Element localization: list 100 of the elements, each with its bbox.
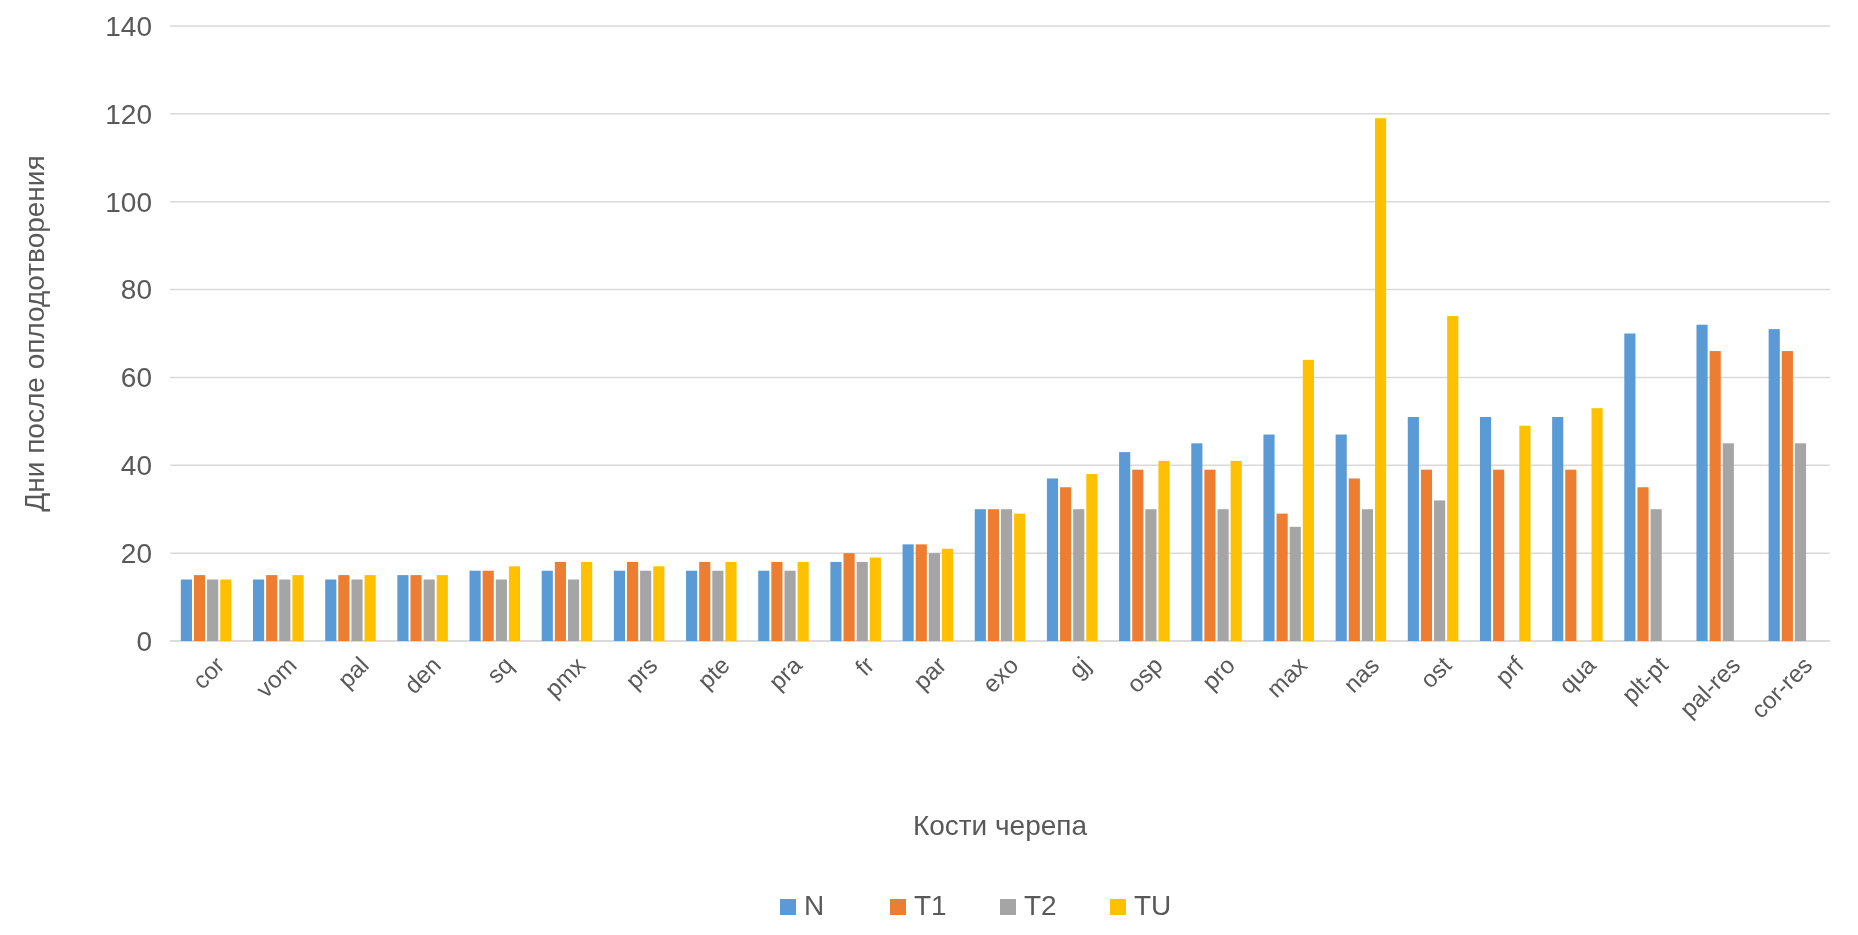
bar	[397, 575, 409, 641]
bar	[1348, 478, 1360, 641]
bar	[1493, 469, 1505, 641]
bar	[469, 570, 481, 641]
y-tick-label: 100	[105, 186, 152, 218]
bar	[1565, 469, 1577, 641]
bar	[1217, 509, 1229, 641]
bar	[1420, 469, 1433, 641]
bar	[193, 575, 206, 641]
bar	[1552, 416, 1564, 641]
bar	[712, 570, 724, 641]
bar	[699, 561, 711, 641]
legend-label: N	[804, 890, 825, 921]
bar	[266, 575, 278, 641]
x-tick-label: gj	[1063, 651, 1096, 684]
bar	[1060, 487, 1072, 641]
bar	[856, 561, 868, 641]
bar	[987, 509, 1000, 641]
bar	[725, 561, 737, 641]
bar	[1204, 469, 1216, 641]
x-tick-label: osp	[1121, 651, 1168, 698]
y-tick-label: 60	[120, 362, 152, 394]
bar	[567, 579, 580, 641]
bar	[1289, 526, 1301, 641]
y-tick-label: 40	[120, 450, 152, 482]
bar	[686, 570, 698, 641]
bar	[1781, 351, 1793, 641]
bar	[1191, 443, 1203, 641]
bar	[1519, 425, 1531, 641]
bar	[1624, 333, 1636, 641]
x-tick-label: sq	[481, 651, 519, 689]
bar	[1361, 509, 1373, 641]
bar	[338, 575, 350, 641]
bar	[1132, 469, 1144, 641]
bar	[1374, 118, 1387, 641]
x-tick-label: par	[907, 651, 952, 695]
bar	[1119, 452, 1131, 641]
bar	[410, 575, 422, 641]
bar	[1046, 478, 1059, 641]
bar	[541, 570, 553, 641]
x-tick-label: cor	[186, 651, 230, 694]
bar	[207, 579, 219, 641]
bar	[771, 561, 783, 641]
bar	[1479, 416, 1492, 641]
bar	[928, 553, 940, 641]
y-tick-label: 120	[105, 98, 152, 130]
bar	[1276, 513, 1288, 641]
bar	[843, 553, 855, 641]
bar	[364, 575, 376, 641]
x-tick-label: exo	[976, 651, 1024, 698]
bar	[1335, 434, 1347, 641]
bar	[902, 544, 914, 641]
bar	[1407, 416, 1419, 641]
bar	[869, 557, 881, 641]
bar	[325, 579, 337, 641]
bar	[554, 561, 566, 641]
bar	[640, 570, 652, 641]
y-tick-label: 140	[105, 10, 152, 42]
y-tick-label: 0	[136, 625, 152, 657]
legend-label: T1	[914, 890, 947, 921]
bar	[1722, 443, 1734, 641]
bar	[1709, 351, 1721, 641]
bar	[784, 570, 796, 641]
bar	[1447, 315, 1459, 641]
x-tick-label: qua	[1553, 650, 1602, 699]
y-tick-label: 20	[120, 537, 152, 569]
y-tick-label: 80	[120, 274, 152, 306]
bar	[220, 579, 232, 641]
bar	[1158, 460, 1170, 641]
bar	[1014, 513, 1026, 641]
x-tick-label: prf	[1489, 651, 1529, 691]
legend-label: T2	[1024, 890, 1057, 921]
legend-label: TU	[1134, 890, 1172, 921]
bar	[1086, 474, 1098, 641]
bar	[1230, 460, 1242, 641]
y-axis-title: Дни после оплодотворения	[19, 155, 50, 512]
bar	[279, 579, 291, 641]
bar	[1696, 324, 1708, 641]
bar	[941, 548, 954, 641]
x-axis-title: Кости черепа	[912, 810, 1088, 841]
bar	[1145, 509, 1157, 641]
x-tick-label: fr	[849, 651, 880, 681]
bar	[1000, 509, 1013, 641]
bar	[1263, 434, 1275, 641]
bar	[351, 579, 363, 641]
bar	[1434, 500, 1446, 641]
bar	[423, 579, 435, 641]
x-tick-label: prs	[619, 651, 663, 694]
bar	[626, 561, 639, 641]
bar	[436, 575, 448, 641]
bar	[508, 566, 521, 641]
bar	[830, 561, 842, 641]
bar	[758, 570, 770, 641]
bar	[1794, 443, 1807, 641]
x-tick-label: max	[1260, 651, 1313, 703]
bar	[292, 575, 304, 641]
bar	[974, 509, 986, 641]
x-tick-label: pal	[332, 651, 374, 694]
x-tick-label: pte	[692, 651, 735, 695]
bar	[1637, 487, 1649, 641]
